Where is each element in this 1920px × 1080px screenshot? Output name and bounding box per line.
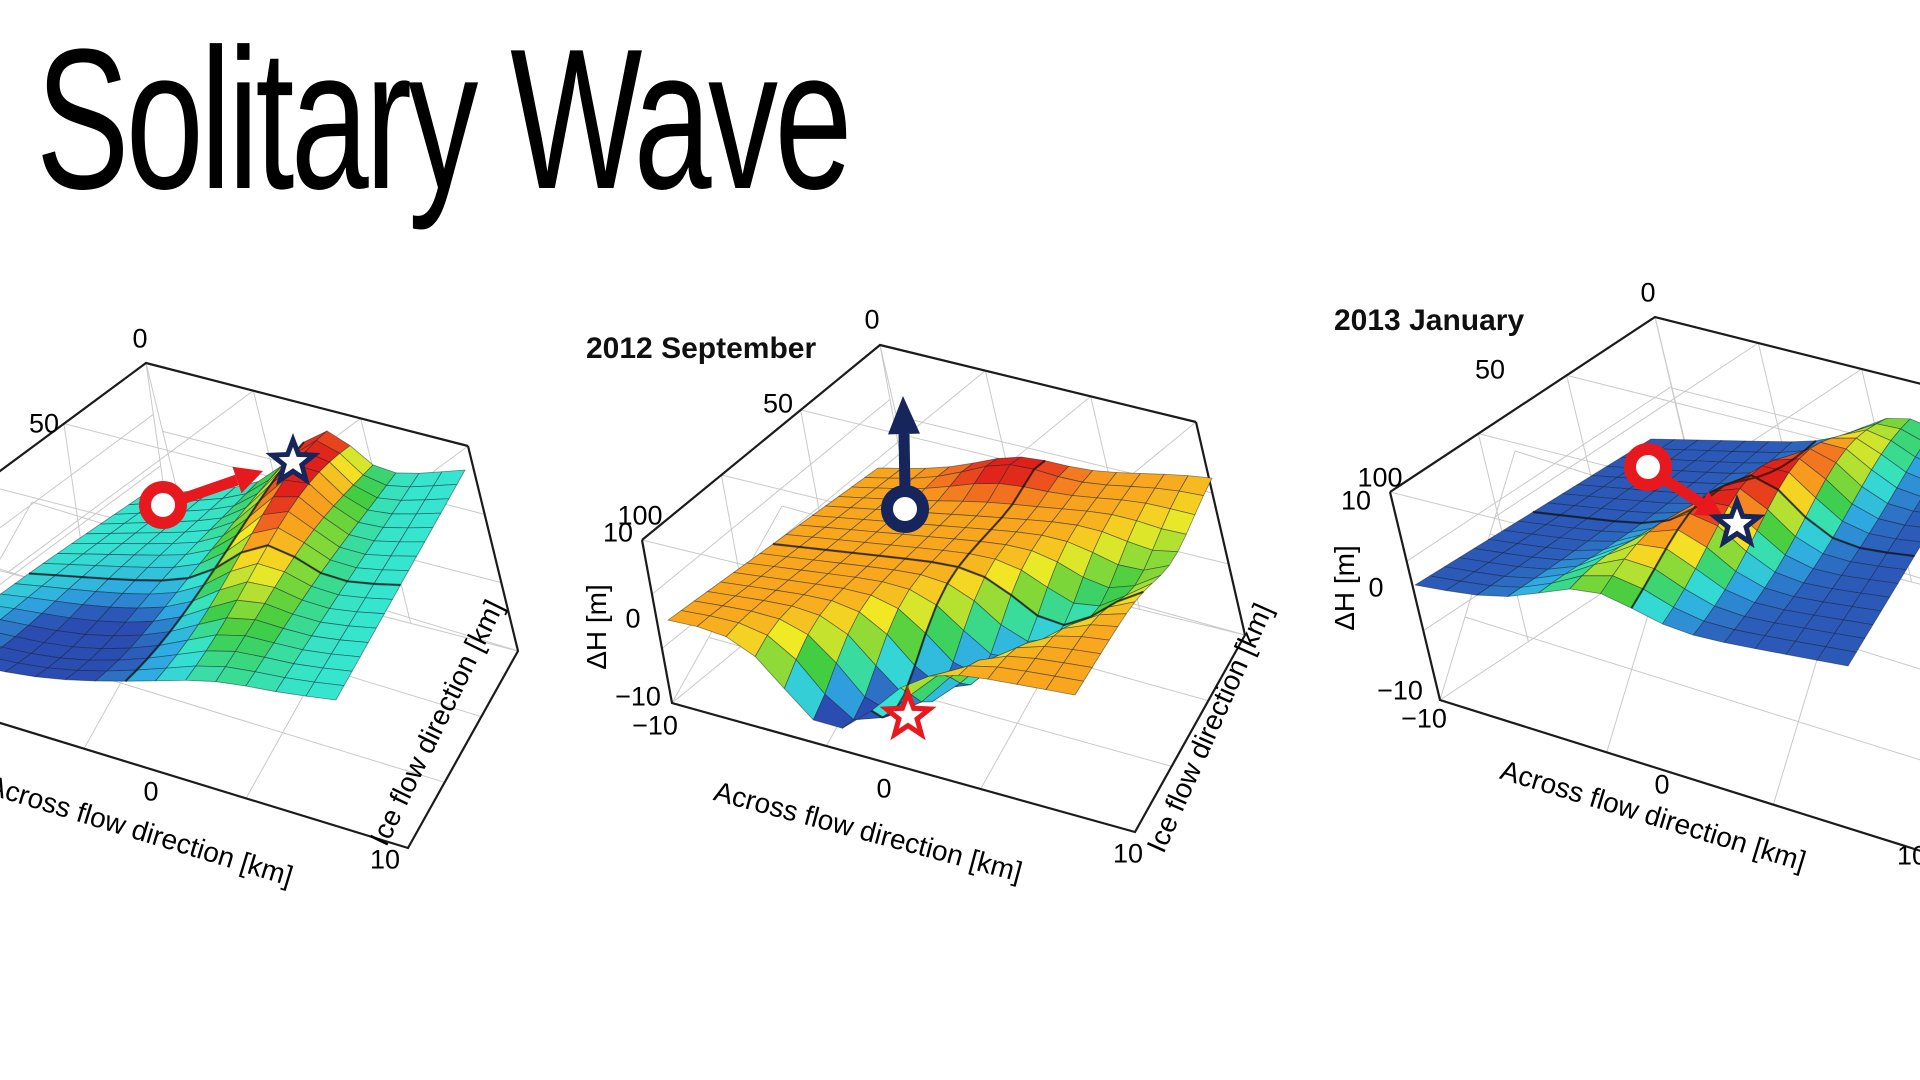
- tick-ice-100: 100: [617, 500, 663, 531]
- tick-dh-minus10: −10: [615, 681, 661, 712]
- tick-ice-0: 0: [864, 304, 880, 335]
- navy-circle-marker: [881, 485, 929, 533]
- axis-label-dh: ΔH [m]: [1329, 545, 1360, 631]
- navy-up-arrow: [888, 396, 920, 491]
- tick-ice-50: 50: [762, 388, 794, 419]
- tick-ice-0: 0: [132, 323, 148, 354]
- tick-across-0: 0: [876, 773, 892, 804]
- box-edges: [0, 361, 520, 850]
- tick-dh-minus10: −10: [1377, 675, 1423, 706]
- tick-across-minus10: −10: [1401, 703, 1447, 734]
- surface-mesh: [1414, 417, 1920, 667]
- tick-ice-50: 50: [1474, 354, 1506, 385]
- surface-major-contours: [28, 441, 401, 682]
- tick-across-minus10: −10: [632, 710, 678, 741]
- surface-mesh: [0, 430, 466, 701]
- plot-title-2013-january: 2013 January: [1334, 304, 1525, 337]
- tick-dh-0: 0: [625, 603, 641, 634]
- page-title: Solitary Wave: [36, 8, 852, 231]
- navy-star-marker: [265, 433, 321, 486]
- surface-mesh: [667, 456, 1213, 729]
- plot-2012-september: [640, 343, 1247, 834]
- tick-ice-0: 0: [1640, 277, 1656, 308]
- tick-across-10: 10: [1896, 840, 1920, 871]
- red-circle-marker: [139, 481, 187, 529]
- plot-2013-january: [1388, 315, 1920, 852]
- plot-early: [0, 361, 520, 850]
- markers: [879, 396, 937, 741]
- red-circle-marker: [1624, 443, 1672, 491]
- red-arrow: [183, 466, 263, 504]
- tick-across-10: 10: [369, 844, 401, 875]
- surface-major-contours: [772, 459, 1144, 719]
- axis-label-dh: ΔH [m]: [581, 584, 612, 670]
- navy-star-marker: [1708, 494, 1766, 549]
- surface-major-contours: [1532, 439, 1915, 609]
- tick-dh-0: 0: [1368, 572, 1384, 603]
- tick-ice-50: 50: [28, 408, 60, 439]
- tick-across-0: 0: [143, 776, 159, 807]
- markers: [139, 433, 321, 529]
- markers: [1624, 443, 1766, 549]
- box-edges: [640, 343, 1247, 834]
- plot-title-2012-september: 2012 September: [586, 332, 817, 365]
- red-star-marker: [879, 686, 937, 741]
- box-edges: [1388, 315, 1920, 852]
- tick-ice-100: 100: [1357, 462, 1403, 493]
- tick-across-0: 0: [1654, 769, 1670, 800]
- tick-across-10: 10: [1112, 838, 1144, 869]
- tick-dh-10: 10: [1340, 485, 1372, 516]
- tick-dh-10: 10: [602, 517, 634, 548]
- red-arrow: [1658, 472, 1723, 517]
